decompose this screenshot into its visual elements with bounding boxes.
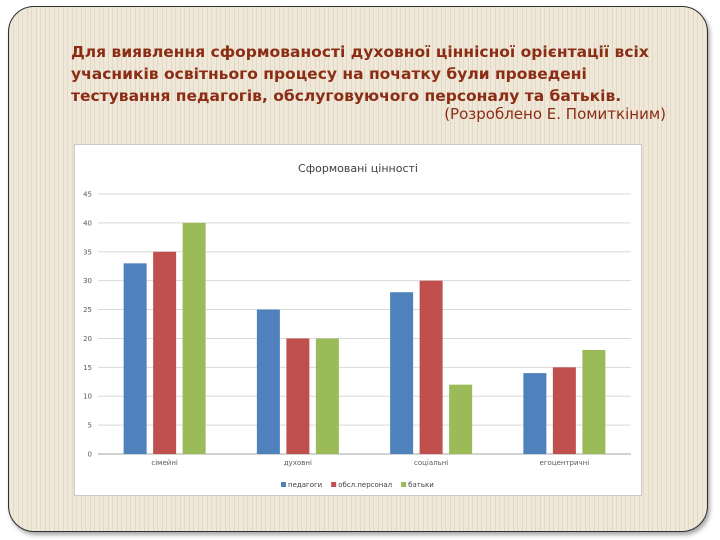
y-tick-label: 0 bbox=[88, 451, 92, 459]
author-note: (Розроблено Е. Помиткіним) bbox=[444, 105, 666, 123]
bar bbox=[582, 350, 606, 454]
y-tick-label: 40 bbox=[83, 219, 92, 227]
bar bbox=[286, 338, 310, 454]
x-tick-label: соціальні bbox=[414, 459, 448, 467]
bar bbox=[256, 309, 280, 454]
bar bbox=[449, 384, 473, 454]
legend-swatch bbox=[331, 482, 337, 487]
chart-title: Сформовані цінності bbox=[298, 162, 418, 175]
y-tick-label: 45 bbox=[83, 191, 92, 199]
bar bbox=[182, 222, 206, 454]
legend-swatch bbox=[401, 482, 407, 487]
bar bbox=[419, 280, 443, 454]
x-tick-label: сімейні bbox=[151, 459, 178, 467]
legend-label: обсл.персонал bbox=[338, 481, 392, 489]
bar bbox=[123, 263, 147, 454]
bar bbox=[523, 373, 547, 454]
bar bbox=[552, 367, 576, 454]
y-tick-label: 15 bbox=[83, 364, 92, 372]
y-tick-label: 25 bbox=[83, 306, 92, 314]
y-tick-label: 30 bbox=[83, 277, 92, 285]
bar bbox=[153, 251, 177, 454]
slide-heading: Для виявлення сформованості духовної цін… bbox=[71, 43, 649, 105]
bar bbox=[390, 292, 414, 454]
legend-swatch bbox=[281, 482, 286, 487]
y-tick-label: 10 bbox=[83, 393, 92, 401]
bar-chart: Сформовані цінності 0 5 10 15 20 25 30 35 40 45 с… bbox=[83, 162, 631, 489]
x-tick-label: духовні bbox=[284, 459, 312, 467]
legend-label: педагоги bbox=[288, 481, 322, 489]
y-tick-label: 5 bbox=[88, 422, 92, 430]
y-tick-label: 35 bbox=[83, 248, 92, 256]
bar bbox=[315, 338, 339, 454]
legend-label: батьки bbox=[408, 481, 434, 489]
y-tick-label: 20 bbox=[83, 335, 92, 343]
x-tick-label: егоцентричні bbox=[540, 459, 590, 467]
chart-container: Сформовані цінності 0 5 10 15 20 25 30 35 40 45 с… bbox=[74, 144, 642, 496]
